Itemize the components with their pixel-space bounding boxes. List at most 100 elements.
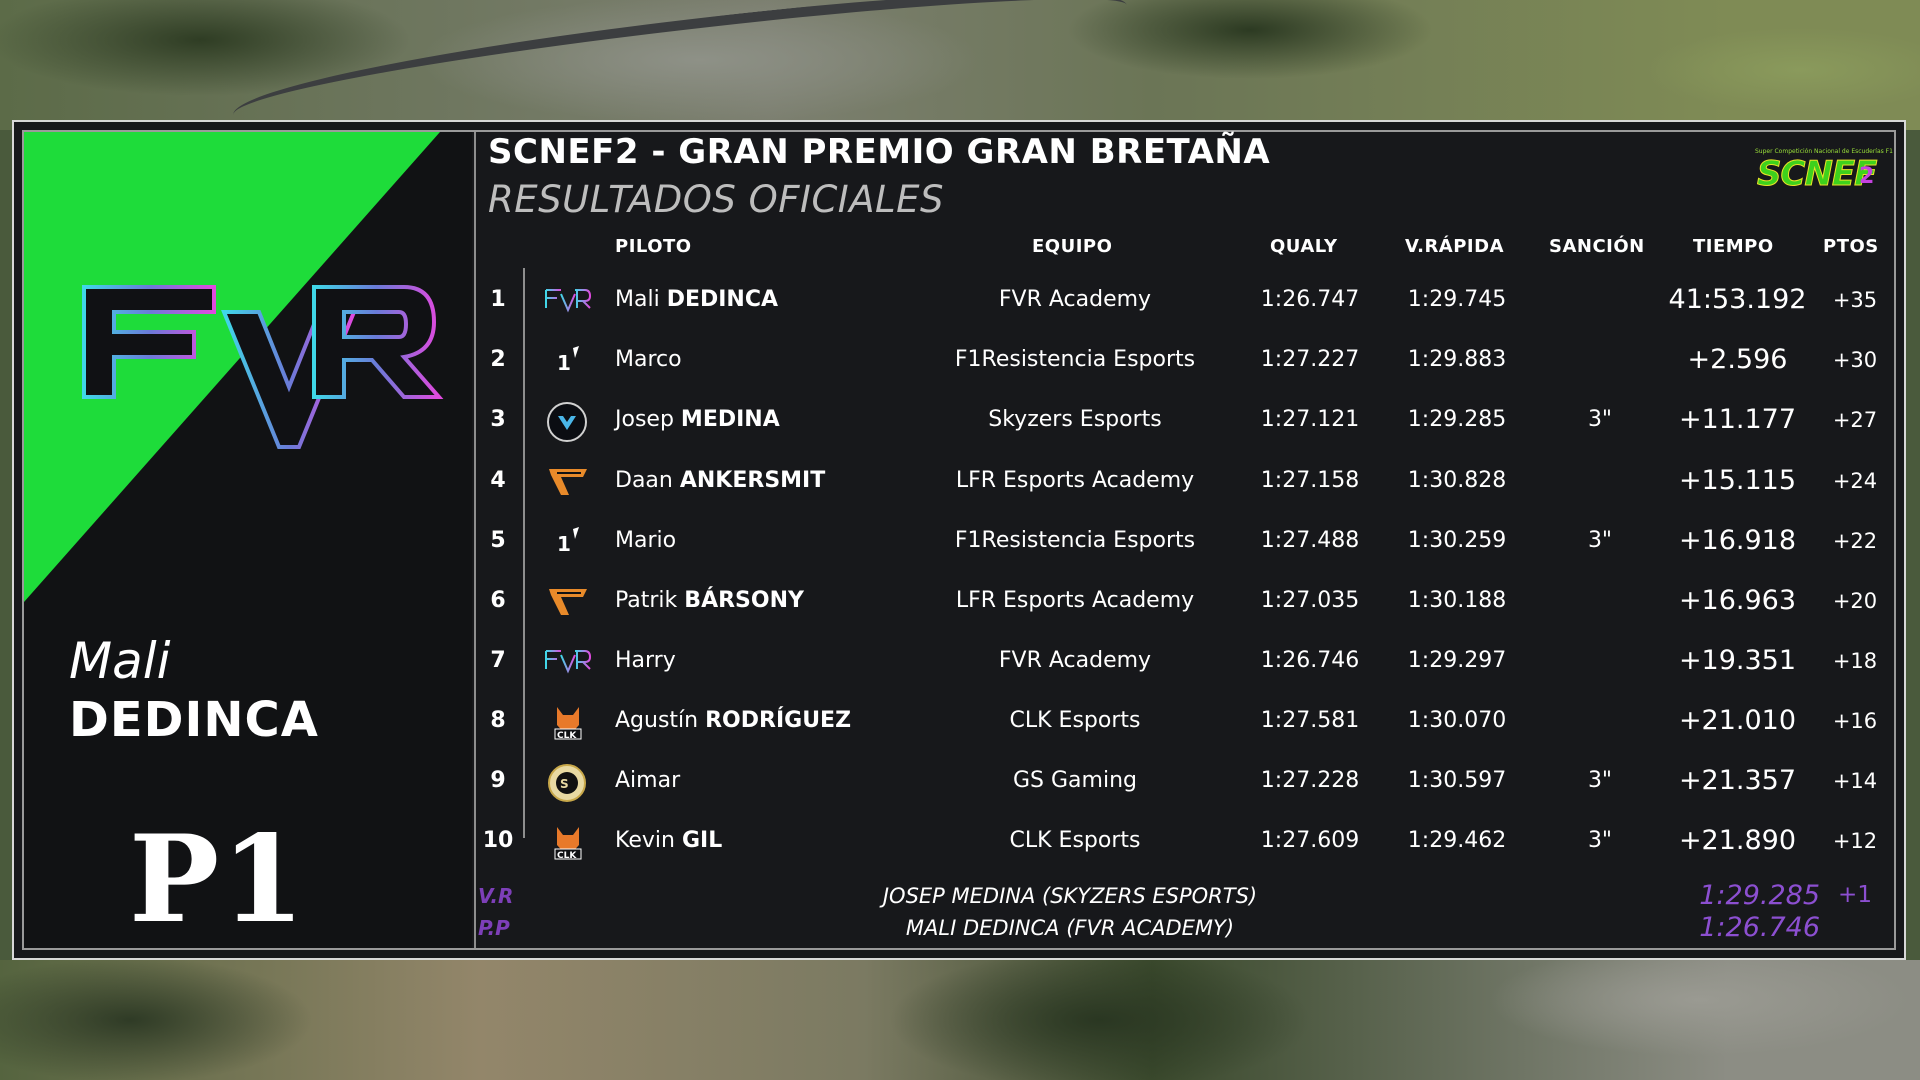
row-position: 9 [490,768,506,793]
driver-first-name: Patrik [615,588,678,613]
row-fastest-lap: 1:30.070 [1407,708,1507,733]
row-driver-name: Daan ANKERSMIT [615,451,825,511]
svg-text:S: S [560,777,569,791]
f1resistencia-logo-icon: 1 [543,342,593,378]
row-team: FVR Academy [998,287,1152,312]
row-points: +22 [1832,529,1878,553]
pole-position-label: P.P [478,916,510,940]
driver-first-name: Mali [615,287,660,312]
svg-text:CLK: CLK [557,851,577,861]
row-position: 5 [490,528,506,553]
scnef2-logo-tagline: Super Competición Nacional de Escuderías… [1755,148,1893,155]
row-driver-name: Marco [615,330,682,390]
row-points: +12 [1832,829,1878,853]
row-driver-name: Mario [615,511,676,571]
row-qualy-time: 1:27.609 [1260,828,1360,853]
row-driver-name: Mali DEDINCA [615,270,778,330]
row-qualy-time: 1:27.158 [1260,468,1360,493]
driver-last-name: MEDINA [680,407,780,432]
row-qualy-time: 1:27.227 [1260,347,1360,372]
driver-first-name: Agustín [615,708,699,733]
driver-first-name: Harry [615,648,676,673]
row-team: F1Resistencia Esports [954,347,1196,372]
row-fastest-lap: 1:30.259 [1407,528,1507,553]
row-penalty: 3" [1587,828,1613,853]
row-race-time: +11.177 [1678,404,1797,435]
fastest-lap-label: V.R [478,884,514,908]
row-penalty: 3" [1587,528,1613,553]
row-points: +35 [1832,288,1878,312]
page-subtitle: RESULTADOS OFICIALES [488,178,944,221]
background-top [0,0,1920,130]
row-driver-name: Kevin GIL [615,811,722,871]
row-driver-name: Aimar [615,751,680,811]
driver-last-name: BÁRSONY [684,588,804,613]
row-race-time: +15.115 [1678,465,1797,496]
table-row: 3 Josep MEDINA Skyzers Esports 1:27.121 1:29… [0,390,1920,450]
row-position: 6 [490,588,506,613]
pole-position-time: 1:26.746 [1699,912,1820,943]
row-position: 7 [490,648,506,673]
col-header-time: TIEMPO [1693,236,1774,257]
table-row: 6 Patrik BÁRSONY LFR Esports Academy 1:27.0… [0,571,1920,631]
row-qualy-time: 1:26.747 [1260,287,1360,312]
row-points: +30 [1832,348,1878,372]
row-race-time: 41:53.192 [1668,284,1807,315]
row-points: +16 [1832,709,1878,733]
table-row: 1 Mali DEDINCA FVR Academy 1:26.747 1:29.745… [0,270,1920,330]
row-position: 10 [482,828,514,853]
row-qualy-time: 1:27.121 [1260,407,1360,432]
row-race-time: +19.351 [1678,645,1797,676]
driver-first-name: Mario [615,528,677,553]
row-penalty: 3" [1587,768,1613,793]
gs-gaming-logo-icon: S [543,763,593,802]
row-qualy-time: 1:26.746 [1260,648,1360,673]
row-fastest-lap: 1:29.462 [1407,828,1507,853]
driver-first-name: Kevin [615,828,675,853]
row-race-time: +16.918 [1678,525,1797,556]
row-points: +27 [1832,408,1878,432]
table-row: 9 S Aimar GS Gaming 1:27.228 1:30.597 3" +21.35… [0,751,1920,811]
scnef2-logo-text: SCNEF [1756,154,1877,195]
row-race-time: +21.010 [1678,705,1797,736]
row-position: 1 [490,287,506,312]
table-row: 4 Daan ANKERSMIT LFR Esports Academy 1:27.1… [0,451,1920,511]
scnef2-logo: Super Competición Nacional de Escuderías… [1755,142,1893,198]
svg-text:CLK: CLK [557,731,577,741]
fastest-lap-driver: JOSEP MEDINA (SKYZERS ESPORTS) [882,884,1258,908]
table-row: 10 CLK Kevin GIL CLK Esports 1:27.609 1:29.46… [0,811,1920,871]
row-position: 2 [490,347,506,372]
row-driver-name: Harry [615,631,676,691]
row-team: CLK Esports [1009,828,1141,853]
winner-card: Mali DEDINCA P1 [24,132,472,948]
svg-text:1: 1 [557,532,571,556]
row-fastest-lap: 1:29.285 [1407,407,1507,432]
row-team: LFR Esports Academy [955,468,1195,493]
table-row: 2 1 Marco F1Resistencia Esports 1:27.227 1:29… [0,330,1920,390]
row-fastest-lap: 1:29.745 [1407,287,1507,312]
background-bottom [0,960,1920,1080]
driver-last-name: GIL [681,828,723,853]
driver-last-name: DEDINCA [666,287,779,312]
row-fastest-lap: 1:30.188 [1407,588,1507,613]
col-header-penalty: SANCIÓN [1549,236,1645,257]
row-race-time: +21.890 [1678,825,1797,856]
lfr-logo-icon [543,463,593,499]
driver-last-name: ANKERSMIT [679,468,826,493]
fvr-logo-icon [543,643,593,679]
driver-first-name: Josep [615,407,674,432]
row-race-time: +21.357 [1678,765,1797,796]
row-team: FVR Academy [998,648,1152,673]
row-position: 3 [490,407,506,432]
row-team: CLK Esports [1009,708,1141,733]
driver-first-name: Aimar [615,768,681,793]
skyzers-logo-icon [543,402,593,442]
driver-first-name: Daan [615,468,673,493]
row-points: +20 [1832,589,1878,613]
row-points: +24 [1832,469,1878,493]
scnef2-logo-number: 2 [1859,164,1875,189]
row-qualy-time: 1:27.035 [1260,588,1360,613]
row-qualy-time: 1:27.488 [1260,528,1360,553]
col-header-fastest-lap: V.RÁPIDA [1405,236,1505,257]
